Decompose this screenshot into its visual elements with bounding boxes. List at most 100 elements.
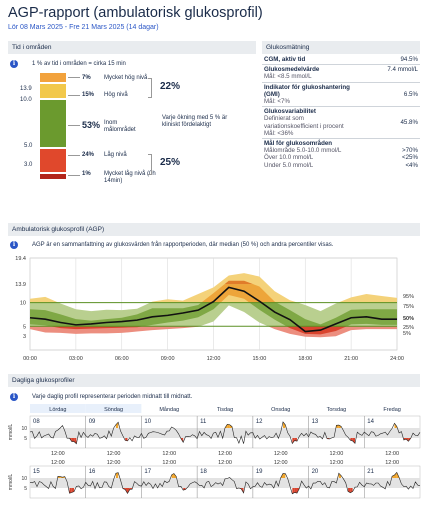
metric-row: Indikator för glukoshantering (GMI) Mål: …	[262, 83, 420, 108]
agp-xtick-label: 12:00	[207, 356, 221, 362]
day-date-label: 17	[144, 469, 151, 475]
noon-label: 12:00	[330, 460, 344, 466]
low-fill	[403, 438, 407, 440]
agp-percentile-label: 25%	[403, 325, 414, 331]
tir-section-header: Tid i områden	[8, 41, 256, 54]
weekday-header-bg	[85, 404, 142, 413]
weekday-label: Måndag	[159, 406, 179, 413]
weekday-header-bg	[141, 404, 198, 413]
agp-inner-target-path	[30, 302, 397, 327]
noon-label: 12:00	[51, 451, 65, 457]
day-date-label: 16	[89, 469, 96, 475]
weekday-header-bg	[197, 404, 253, 413]
low-fill	[294, 438, 297, 442]
daily-section-header: Dagliga glukosprofiler	[8, 374, 420, 387]
high-fill	[115, 422, 119, 428]
weekday-label: Fredag	[383, 407, 400, 413]
in-range-label: Inom målområdet	[104, 120, 136, 133]
very-high-label: Mycket hög nivå	[104, 75, 148, 81]
noon-label: 12:00	[218, 460, 232, 466]
high-fill	[392, 475, 395, 478]
high-fill	[394, 472, 397, 478]
metric-label: Glukosvariabilitet	[264, 108, 316, 116]
noon-label: 12:00	[330, 451, 344, 457]
weekday-header-bg	[252, 404, 309, 413]
low-label: Låg nivå	[104, 152, 127, 158]
metric-row: Glukosmedelvärde Mål: <8.5 mmol/L 7.4 mmo…	[262, 65, 420, 83]
low-fill	[71, 488, 75, 493]
high-fill	[227, 424, 230, 428]
very-low-pct: 1%	[82, 171, 91, 177]
agp-median-line	[29, 286, 397, 333]
weekday-header-bg	[30, 404, 86, 413]
metric-row: Glukosvariabilitet Definierat som variati…	[262, 107, 420, 140]
in-range-pct: 53%	[82, 120, 101, 130]
day-date-label: 13	[312, 419, 319, 425]
agp-xtick-label: 24:00	[390, 356, 404, 362]
daily-ylabel: mmol/L	[8, 424, 14, 441]
very-low-segment	[40, 174, 66, 179]
weekday-label: Onsdag	[271, 407, 290, 413]
low-fill	[69, 488, 72, 494]
daily-ylabel: mmol/L	[8, 474, 14, 491]
target-row: Under 5.0 mmol/L <4%	[264, 161, 418, 169]
very-low-label: Mycket låg nivå (0h 14min)	[104, 171, 156, 184]
daily-ytick: 10	[21, 476, 27, 482]
tir-note: 1 % av tid i områden = cirka 15 min	[32, 61, 126, 67]
agp-xtick-label: 18:00	[298, 356, 312, 362]
metric-row: CGM, aktiv tid 94.5%	[262, 55, 420, 66]
high-fill	[283, 421, 286, 428]
metric-value: 94.5%	[400, 56, 418, 63]
increase-note: Varje ökning med 5 % är kliniskt fördela…	[162, 115, 228, 128]
page-title: AGP-rapport (ambulatorisk glukosprofil)	[8, 5, 263, 21]
high-segment	[40, 84, 66, 98]
weekday-header-bg	[364, 404, 420, 413]
agp-xtick-label: 09:00	[161, 356, 175, 362]
tir-tick: 13.9	[20, 86, 32, 92]
noon-label: 12:00	[385, 460, 399, 466]
agp-inner-high	[201, 284, 277, 303]
day-date-label: 12	[256, 419, 263, 425]
glucose-trace	[29, 421, 421, 445]
noon-label: 12:00	[274, 460, 288, 466]
metric-value: 7.4 mmol/L	[387, 66, 418, 74]
target-row: Över 10.0 mmol/L <25%	[264, 154, 418, 162]
metric-label: CGM, aktiv tid	[264, 56, 306, 63]
noon-label: 12:00	[162, 460, 176, 466]
glucose-metrics: CGM, aktiv tid 94.5% Glukosmedelvärde Mål…	[262, 55, 420, 170]
agp-note: AGP är en sammanfattning av glukosvärden…	[32, 242, 334, 248]
agp-inner-low	[50, 326, 347, 335]
info-icon: i	[10, 393, 18, 401]
noon-label: 12:00	[51, 460, 65, 466]
tir-tick: 5.0	[24, 143, 33, 149]
low-pct: 24%	[82, 152, 95, 158]
very-high-pct: 7%	[82, 75, 91, 81]
day-date-label: 08	[33, 419, 40, 425]
day-date-label: 21	[367, 469, 374, 475]
very-high-segment	[40, 73, 66, 82]
day-date-label: 09	[89, 419, 96, 425]
daily-note: Varje daglig profil representerar period…	[32, 394, 193, 400]
daily-ytick: 10	[21, 426, 27, 432]
agp-chart: 19.4 13.9 10 5 3 00:00 03:00 06:00 09:00 12:00 15:…	[15, 256, 414, 362]
week-target-band	[30, 478, 420, 488]
low-total: 25%	[160, 157, 181, 168]
agp-inner-high-path	[201, 284, 277, 303]
noon-label: 12:00	[385, 451, 399, 457]
report-period: Lör 08 Mars 2025 - Fre 21 Mars 2025 (14 …	[8, 24, 159, 31]
low-fill	[125, 438, 128, 441]
daily-ytick: 5	[24, 486, 27, 492]
agp-inner-vhigh-path	[224, 280, 254, 285]
low-fill	[292, 488, 295, 494]
high-fill	[283, 473, 286, 478]
weekday-label: Lördag	[49, 407, 66, 413]
targets-title: Mål för glukosområden	[264, 140, 333, 148]
weekday-label: Torsdag	[327, 407, 347, 413]
tir-stacked-bar	[40, 73, 66, 179]
day-date-label: 14	[367, 419, 374, 425]
agp-xtick-label: 21:00	[344, 356, 358, 362]
day-date-label: 20	[312, 469, 319, 475]
agp-inner-low-path	[50, 326, 347, 335]
noon-label: 12:00	[274, 451, 288, 457]
noon-label: 12:00	[107, 451, 121, 457]
